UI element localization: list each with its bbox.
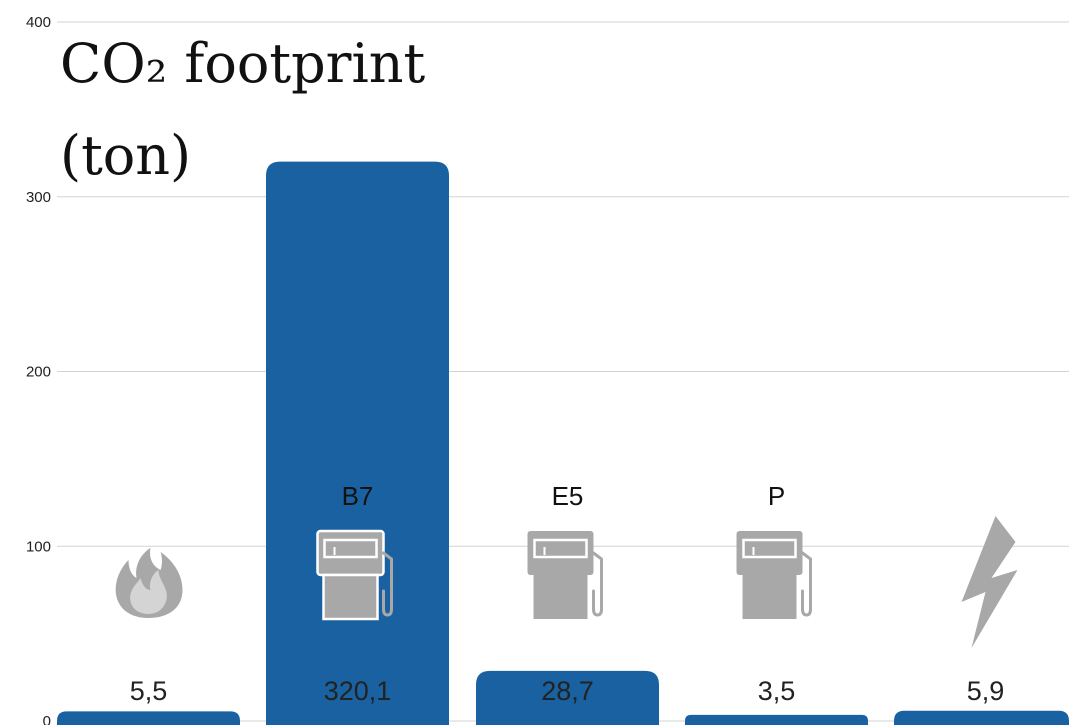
category-label: E5 [552,481,584,511]
bar [57,711,240,725]
chart-title: CO₂ footprint [60,32,426,95]
y-tick-label: 400 [26,14,51,31]
y-tick-label: 300 [26,189,51,206]
value-label: 28,7 [541,676,594,706]
label-layer: 5,5 320,1 28,7 3,5 5,9 B7 E5 P [130,481,1005,706]
flame-icon [115,548,183,618]
bar [476,670,659,725]
bar [266,161,449,725]
value-label: 320,1 [324,676,392,706]
value-label: 5,5 [130,676,168,706]
bar [894,710,1069,725]
fuel-pump-icon [316,529,393,621]
y-tick-label: 0 [43,713,51,725]
fuel-pump-icon [527,531,603,619]
bar-layer [57,161,1069,725]
bar [685,714,868,725]
value-label: 3,5 [758,676,796,706]
value-label: 5,9 [967,676,1005,706]
lightning-bolt-icon [961,516,1018,648]
category-label: P [768,481,785,511]
y-tick-label: 100 [26,538,51,555]
category-label: B7 [342,481,374,511]
icon-layer [115,516,1018,648]
fuel-pump-icon [736,531,812,619]
y-tick-label: 200 [26,364,51,381]
chart-title-line2: (ton) [60,124,191,187]
